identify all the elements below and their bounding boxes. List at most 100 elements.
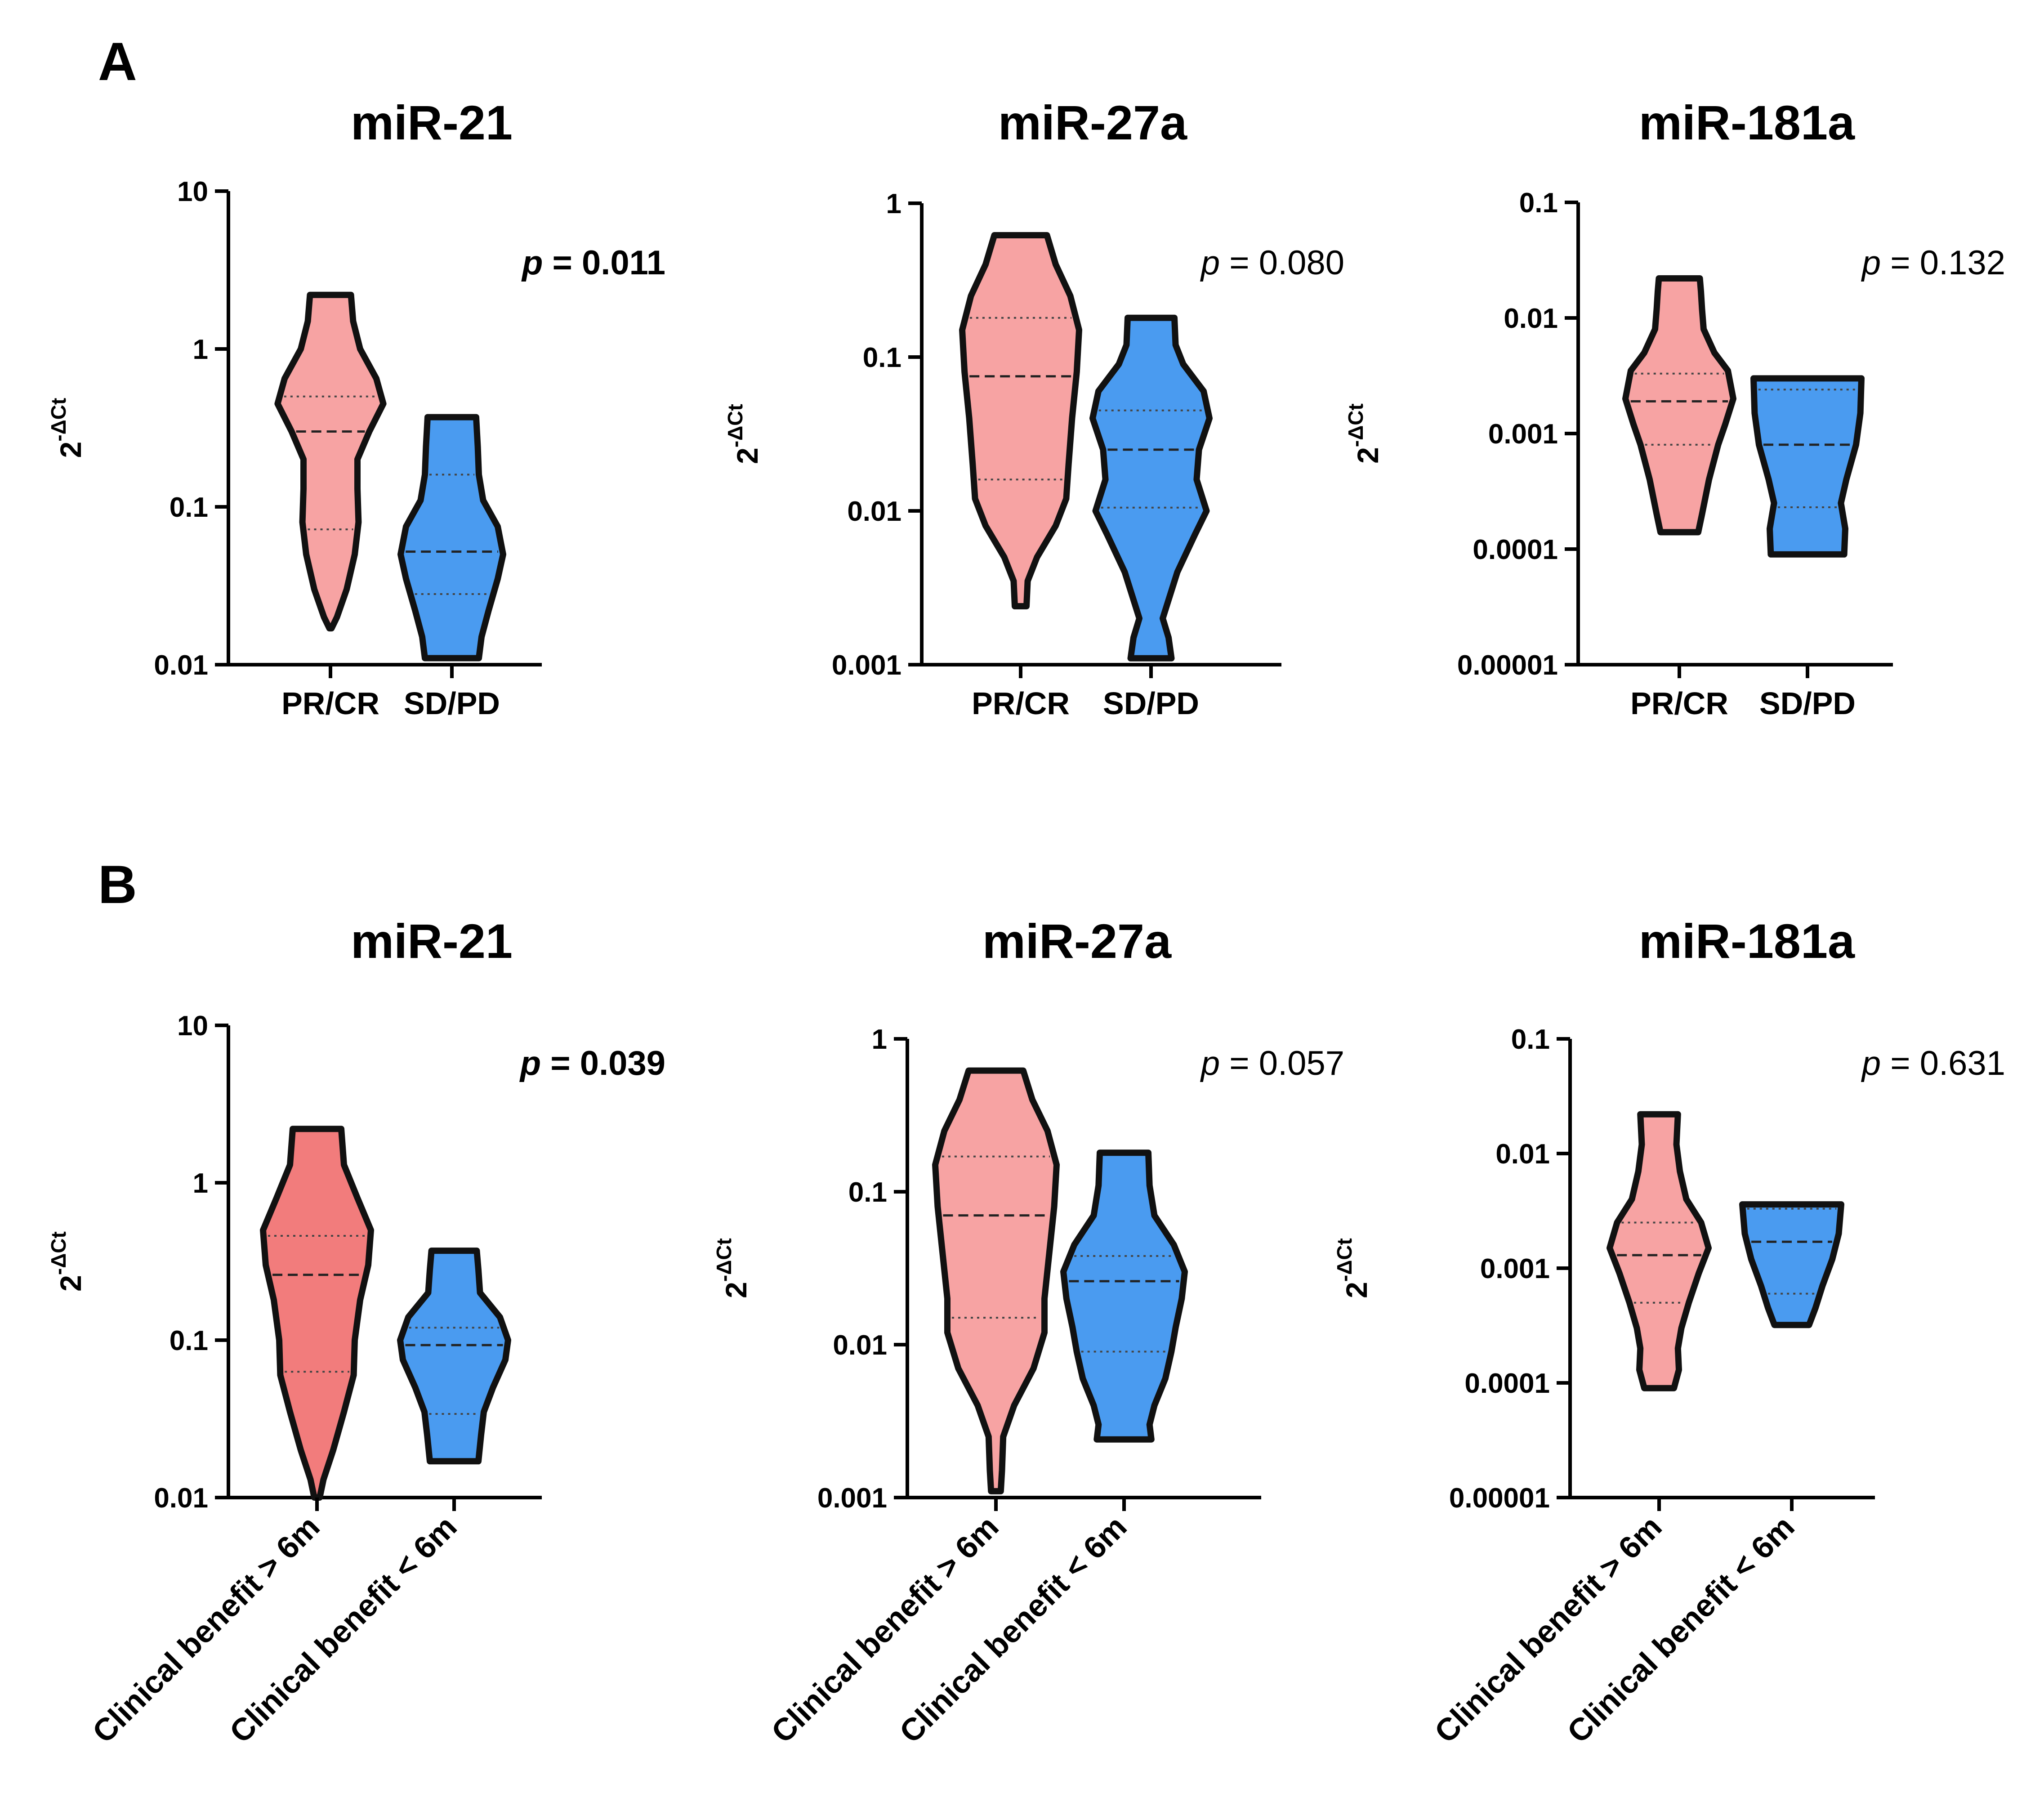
chart-title: miR-181a xyxy=(1639,95,1855,150)
p-symbol: p xyxy=(1861,244,1881,282)
chart-0: miR-21 0.01 0.1 1 10 2-ΔCt p = 0.011 PR/CR SD/PD xyxy=(47,95,665,721)
violin-group-2 xyxy=(1739,1201,1844,1328)
violin-group-1 xyxy=(959,232,1082,609)
chart-4: miR-27a 0.001 0.01 0.1 1 2-ΔCt p = 0.057 Clinic… xyxy=(712,914,1344,1750)
y-tick-label: 0.01 xyxy=(154,650,208,681)
y-axis-label: 2-ΔCt xyxy=(47,398,87,458)
y-axis-label-superscript: -ΔCt xyxy=(1344,403,1367,447)
chart-3: miR-21 0.01 0.1 1 10 2-ΔCt p = 0.039 Clinical b… xyxy=(47,914,665,1750)
x-category-label: Clinical benefit < 6m xyxy=(893,1509,1133,1749)
violin-group-2 xyxy=(1060,1149,1188,1443)
violin-group-2 xyxy=(397,414,506,662)
violin-group-2 xyxy=(1089,314,1213,662)
x-category-label: PR/CR xyxy=(1630,686,1728,721)
p-value-label: p = 0.631 xyxy=(1861,1044,2005,1082)
p-value-label: p = 0.039 xyxy=(519,1044,665,1082)
violin-group-1 xyxy=(932,1067,1060,1494)
p-value-text: = 0.631 xyxy=(1881,1044,2005,1082)
y-tick-label: 0.0001 xyxy=(1464,1368,1550,1399)
chart-title: miR-27a xyxy=(982,914,1172,968)
chart-1: miR-27a 0.001 0.01 0.1 1 2-ΔCt p = 0.080 PR/CR S… xyxy=(723,95,1344,721)
x-category-label: Clinical benefit > 6m xyxy=(85,1509,326,1749)
chart-title: miR-21 xyxy=(351,914,513,968)
y-axis-label: 2-ΔCt xyxy=(1344,403,1384,464)
y-tick-label: 0.01 xyxy=(154,1483,208,1514)
y-tick-label: 0.01 xyxy=(847,496,901,527)
violin-group-1 xyxy=(274,291,387,632)
panel-label-b: B xyxy=(98,854,137,915)
p-value-text: = 0.039 xyxy=(541,1044,665,1082)
y-tick-label: 0.01 xyxy=(833,1330,887,1361)
chart-2: miR-181a 0.00001 0.0001 0.001 0.01 0.1 2-ΔCt p … xyxy=(1344,95,2005,721)
y-tick-label: 0.1 xyxy=(170,492,208,523)
y-axis-label: 2-ΔCt xyxy=(712,1238,753,1298)
y-axis-label-base: 2 xyxy=(719,1282,753,1298)
y-axis-label-superscript: -ΔCt xyxy=(723,404,747,447)
y-axis-label-base: 2 xyxy=(1351,447,1384,464)
y-tick-label: 0.00001 xyxy=(1449,1483,1550,1514)
y-tick-label: 0.01 xyxy=(1504,303,1558,334)
y-tick-label: 10 xyxy=(177,1011,208,1042)
y-tick-label: 0.0001 xyxy=(1473,534,1558,565)
y-tick-label: 0.001 xyxy=(817,1483,887,1514)
y-axis-label-superscript: -ΔCt xyxy=(712,1238,736,1282)
x-category-label: Clinical benefit < 6m xyxy=(223,1509,463,1749)
y-tick-label: 0.001 xyxy=(832,650,901,681)
p-value-text: = 0.080 xyxy=(1220,244,1344,282)
chart-5: miR-181a 0.00001 0.0001 0.001 0.01 0.1 2-ΔCt p … xyxy=(1333,914,2005,1750)
x-category-label: Clinical benefit < 6m xyxy=(1560,1509,1801,1749)
y-tick-label: 0.1 xyxy=(1519,188,1558,219)
y-axis-label-superscript: -ΔCt xyxy=(1333,1238,1356,1282)
x-category-label: Clinical benefit > 6m xyxy=(1428,1509,1668,1749)
p-value-text: = 0.057 xyxy=(1220,1044,1344,1082)
y-axis-label-superscript: -ΔCt xyxy=(47,1231,70,1275)
y-axis-label-base: 2 xyxy=(54,1275,87,1292)
chart-title: miR-181a xyxy=(1639,914,1855,968)
x-category-label: Clinical benefit > 6m xyxy=(764,1509,1005,1749)
y-tick-label: 0.1 xyxy=(1511,1024,1550,1055)
x-category-label: SD/PD xyxy=(1103,686,1199,721)
y-tick-label: 0.1 xyxy=(863,342,901,373)
violin-group-1 xyxy=(1622,275,1736,536)
y-axis-label-base: 2 xyxy=(1340,1282,1373,1298)
y-tick-label: 0.01 xyxy=(1495,1139,1550,1170)
violin-group-1 xyxy=(260,1126,374,1501)
y-axis-label-base: 2 xyxy=(54,442,87,458)
p-symbol: p xyxy=(1861,1044,1881,1082)
y-axis-label: 2-ΔCt xyxy=(47,1231,87,1292)
p-value-label: p = 0.057 xyxy=(1200,1044,1344,1082)
y-tick-label: 0.1 xyxy=(848,1177,887,1208)
p-value-label: p = 0.011 xyxy=(521,244,665,282)
y-tick-label: 0.1 xyxy=(170,1325,208,1356)
p-symbol: p xyxy=(1200,244,1220,282)
y-tick-label: 1 xyxy=(193,1168,208,1199)
violin-group-2 xyxy=(397,1248,511,1465)
p-symbol: p xyxy=(521,244,543,282)
y-axis-label-superscript: -ΔCt xyxy=(47,398,70,442)
p-symbol: p xyxy=(519,1044,541,1082)
p-value-label: p = 0.080 xyxy=(1200,244,1344,282)
y-tick-label: 0.001 xyxy=(1480,1253,1550,1284)
y-tick-label: 0.001 xyxy=(1488,419,1558,450)
violin-group-1 xyxy=(1607,1111,1712,1391)
y-axis-label: 2-ΔCt xyxy=(1333,1238,1373,1298)
y-tick-label: 1 xyxy=(193,334,208,365)
p-value-label: p = 0.132 xyxy=(1861,244,2005,282)
y-tick-label: 10 xyxy=(177,176,208,207)
y-axis-label-base: 2 xyxy=(731,447,764,464)
x-category-label: SD/PD xyxy=(404,686,500,721)
panel-label-a: A xyxy=(98,31,137,92)
p-symbol: p xyxy=(1200,1044,1220,1082)
x-category-label: PR/CR xyxy=(972,686,1070,721)
y-tick-label: 1 xyxy=(872,1024,887,1055)
x-category-label: SD/PD xyxy=(1759,686,1856,721)
y-tick-label: 0.00001 xyxy=(1457,650,1558,681)
x-category-label: PR/CR xyxy=(281,686,379,721)
chart-title: miR-21 xyxy=(351,95,513,150)
p-value-text: = 0.011 xyxy=(543,244,665,282)
y-axis-label: 2-ΔCt xyxy=(723,404,764,464)
y-tick-label: 1 xyxy=(886,188,901,219)
chart-title: miR-27a xyxy=(998,95,1187,150)
